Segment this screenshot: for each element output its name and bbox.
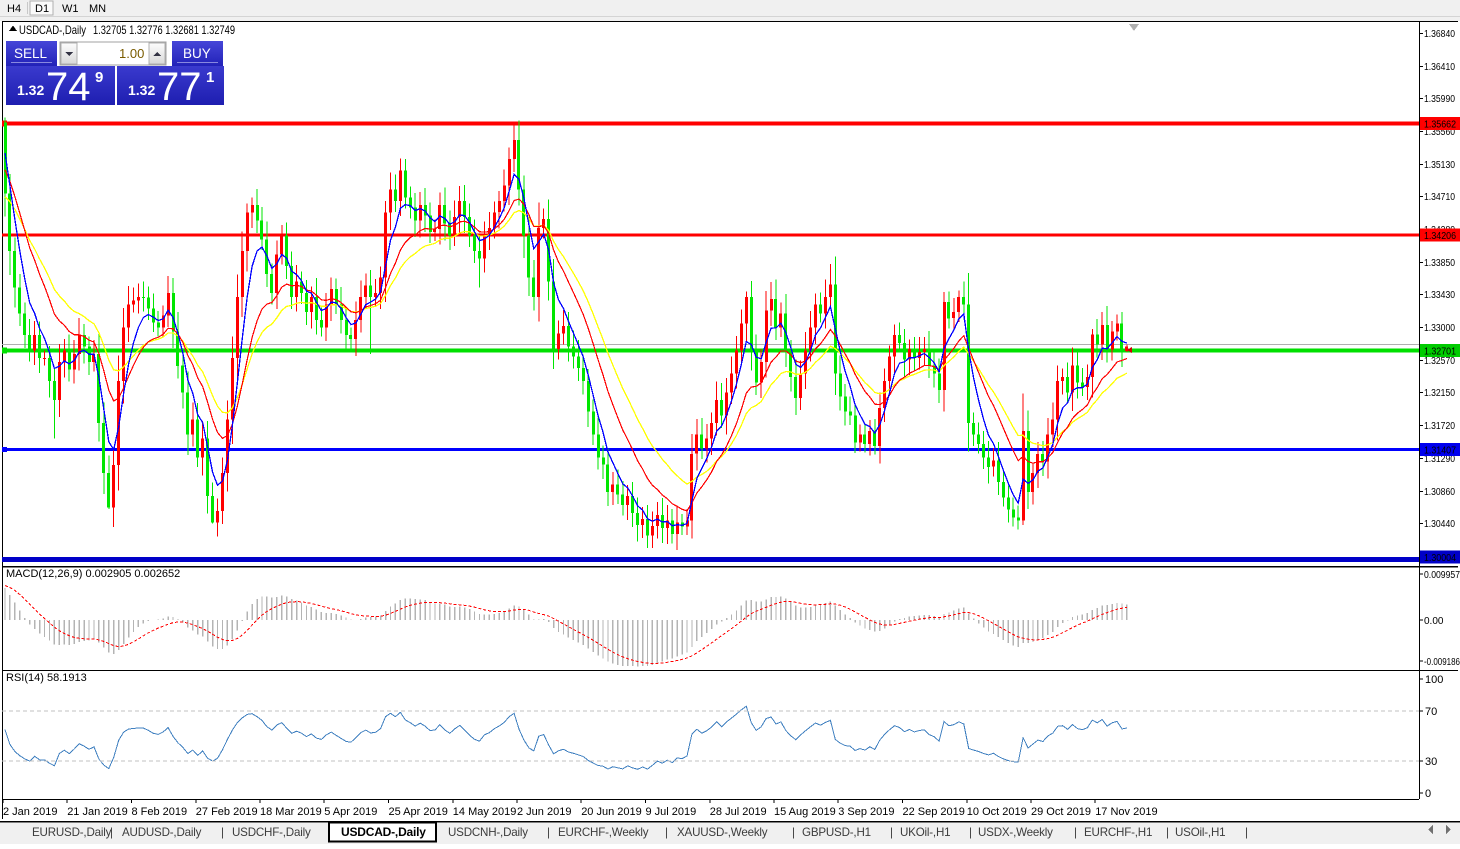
- svg-text:0: 0: [1425, 788, 1431, 800]
- svg-text:1.35130: 1.35130: [1424, 160, 1455, 171]
- svg-text:|: |: [665, 826, 668, 839]
- svg-text:74: 74: [46, 65, 91, 109]
- svg-text:1.34710: 1.34710: [1424, 192, 1455, 203]
- svg-text:1.32: 1.32: [17, 82, 44, 98]
- svg-text:8 Feb 2019: 8 Feb 2019: [132, 806, 188, 818]
- svg-text:SELL: SELL: [14, 46, 48, 61]
- svg-text:1: 1: [206, 69, 214, 86]
- svg-text:EURCHF-,Weekly: EURCHF-,Weekly: [558, 826, 649, 839]
- svg-text:MACD(12,26,9) 0.002905 0.00265: MACD(12,26,9) 0.002905 0.002652: [6, 568, 180, 580]
- svg-text:29 Oct 2019: 29 Oct 2019: [1031, 806, 1091, 818]
- svg-text:1.33000: 1.33000: [1424, 323, 1455, 334]
- svg-text:D1: D1: [35, 3, 49, 15]
- svg-text:21 Jan 2019: 21 Jan 2019: [67, 806, 128, 818]
- svg-text:20 Jun 2019: 20 Jun 2019: [581, 806, 642, 818]
- svg-text:1.32570: 1.32570: [1424, 356, 1455, 367]
- svg-text:XAUUSD-,Weekly: XAUUSD-,Weekly: [677, 826, 768, 839]
- svg-text:1.31720: 1.31720: [1424, 421, 1455, 432]
- svg-text:BUY: BUY: [183, 46, 211, 61]
- svg-text:1.30860: 1.30860: [1424, 487, 1455, 498]
- svg-text:1.31407: 1.31407: [1424, 445, 1456, 456]
- svg-text:18 Mar 2019: 18 Mar 2019: [260, 806, 322, 818]
- svg-text:1.36410: 1.36410: [1424, 62, 1455, 73]
- svg-text:22 Sep 2019: 22 Sep 2019: [903, 806, 965, 818]
- svg-text:|: |: [221, 826, 224, 839]
- svg-text:USOil-,H1: USOil-,H1: [1175, 826, 1225, 839]
- svg-text:W1: W1: [62, 3, 79, 15]
- svg-text:|: |: [1245, 826, 1248, 839]
- svg-text:1.32: 1.32: [128, 82, 155, 98]
- svg-text:17 Nov 2019: 17 Nov 2019: [1095, 806, 1157, 818]
- svg-text:GBPUSD-,H1: GBPUSD-,H1: [802, 826, 871, 839]
- svg-text:USDCAD-,Daily: USDCAD-,Daily: [19, 23, 86, 37]
- svg-text:USDCAD-,Daily: USDCAD-,Daily: [341, 825, 426, 839]
- svg-text:RSI(14) 58.1913: RSI(14) 58.1913: [6, 672, 87, 684]
- svg-text:2 Jan 2019: 2 Jan 2019: [3, 806, 57, 818]
- svg-text:27 Feb 2019: 27 Feb 2019: [196, 806, 258, 818]
- svg-text:1.35560: 1.35560: [1424, 127, 1455, 138]
- svg-text:AUDUSD-,Daily: AUDUSD-,Daily: [122, 826, 202, 839]
- svg-text:1.36840: 1.36840: [1424, 29, 1455, 40]
- svg-text:USDX-,Weekly: USDX-,Weekly: [978, 826, 1053, 839]
- svg-text:1.31290: 1.31290: [1424, 454, 1455, 465]
- svg-text:1.35662: 1.35662: [1424, 120, 1456, 131]
- svg-text:9 Jul 2019: 9 Jul 2019: [646, 806, 697, 818]
- svg-text:0.009957: 0.009957: [1424, 570, 1460, 581]
- svg-text:5 Apr 2019: 5 Apr 2019: [324, 806, 377, 818]
- svg-text:-0.009186: -0.009186: [1424, 657, 1460, 668]
- svg-text:1.32705 1.32776 1.32681 1.3274: 1.32705 1.32776 1.32681 1.32749: [93, 23, 235, 37]
- svg-text:H4: H4: [7, 3, 21, 15]
- svg-text:USDCNH-,Daily: USDCNH-,Daily: [448, 826, 528, 839]
- svg-text:1.30440: 1.30440: [1424, 519, 1455, 530]
- svg-text:UKOil-,H1: UKOil-,H1: [900, 826, 950, 839]
- svg-text:1.33430: 1.33430: [1424, 290, 1455, 301]
- svg-text:1.30004: 1.30004: [1424, 553, 1456, 564]
- svg-text:|: |: [890, 826, 893, 839]
- svg-text:10 Oct 2019: 10 Oct 2019: [967, 806, 1027, 818]
- svg-text:|: |: [792, 826, 795, 839]
- svg-text:70: 70: [1425, 706, 1437, 718]
- svg-text:EURCHF-,H1: EURCHF-,H1: [1084, 826, 1152, 839]
- svg-text:9: 9: [95, 69, 103, 86]
- svg-text:1.33850: 1.33850: [1424, 258, 1455, 269]
- svg-text:77: 77: [157, 65, 202, 109]
- svg-text:|: |: [547, 826, 550, 839]
- svg-text:MN: MN: [89, 3, 106, 15]
- svg-text:15 Aug 2019: 15 Aug 2019: [774, 806, 836, 818]
- svg-text:|: |: [1166, 826, 1169, 839]
- svg-text:14 May 2019: 14 May 2019: [453, 806, 517, 818]
- svg-text:1.35990: 1.35990: [1424, 94, 1455, 105]
- svg-text:|: |: [110, 826, 113, 839]
- svg-text:3 Sep 2019: 3 Sep 2019: [838, 806, 894, 818]
- svg-text:|: |: [1074, 826, 1077, 839]
- svg-text:USDCHF-,Daily: USDCHF-,Daily: [232, 826, 311, 839]
- svg-text:1.00: 1.00: [119, 46, 144, 61]
- svg-text:0.00: 0.00: [1424, 616, 1444, 627]
- svg-text:|: |: [969, 826, 972, 839]
- svg-text:1.34206: 1.34206: [1424, 231, 1456, 242]
- svg-text:EURUSD-,Daily: EURUSD-,Daily: [32, 826, 112, 839]
- svg-text:1.32150: 1.32150: [1424, 388, 1455, 399]
- svg-text:1.32701: 1.32701: [1424, 346, 1456, 357]
- svg-text:2 Jun 2019: 2 Jun 2019: [517, 806, 571, 818]
- svg-text:100: 100: [1425, 674, 1443, 686]
- svg-text:28 Jul 2019: 28 Jul 2019: [710, 806, 767, 818]
- svg-text:25 Apr 2019: 25 Apr 2019: [389, 806, 448, 818]
- svg-text:30: 30: [1425, 756, 1437, 768]
